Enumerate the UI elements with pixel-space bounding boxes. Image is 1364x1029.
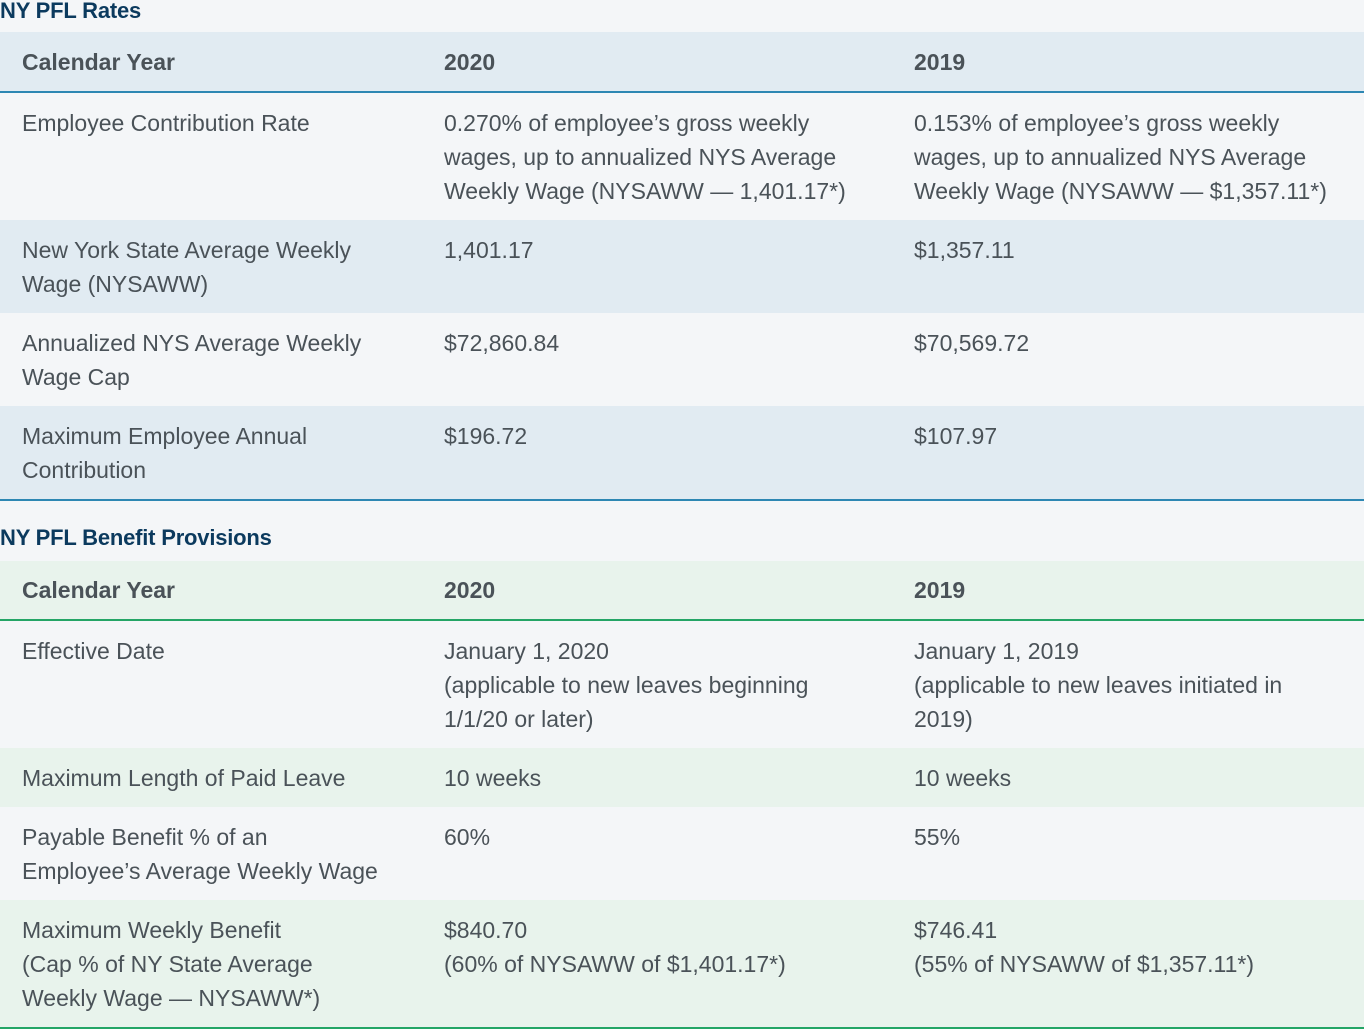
- value-2019: 10 weeks: [892, 748, 1364, 807]
- rates-row-annualized-wage-cap: Annualized NYS Average Weekly Wage Cap $…: [0, 313, 1364, 406]
- row-label: Annualized NYS Average Weekly Wage Cap: [0, 313, 422, 406]
- text-line: $746.41: [914, 917, 998, 943]
- row-label: New York State Average Weekly Wage (NYSA…: [0, 220, 422, 313]
- value-2019: $746.41 (55% of NYSAWW of $1,357.11*): [892, 900, 1364, 1029]
- text-line: 1,401.17: [444, 237, 534, 263]
- text-line: (60% of NYSAWW of $1,401.17*): [444, 951, 786, 977]
- text-line: Wage Cap: [22, 364, 130, 390]
- rates-row-nysaww: New York State Average Weekly Wage (NYSA…: [0, 220, 1364, 313]
- text-line: $72,860.84: [444, 330, 560, 356]
- text-line: wages, up to annualized NYS Average: [444, 144, 837, 170]
- text-line: wages, up to annualized NYS Average: [914, 144, 1307, 170]
- benefits-row-effective-date: Effective Date January 1, 2020 (applicab…: [0, 620, 1364, 748]
- text-line: $840.70: [444, 917, 528, 943]
- rates-row-employee-contribution-rate: Employee Contribution Rate 0.270% of emp…: [0, 92, 1364, 220]
- text-line: Weekly Wage — NYSAWW*): [22, 985, 321, 1011]
- value-2019: 0.153% of employee’s gross weekly wages,…: [892, 92, 1364, 220]
- text-line: 60%: [444, 824, 491, 850]
- text-line: Annualized NYS Average Weekly: [22, 330, 362, 356]
- rates-header-2019: 2019: [892, 32, 1364, 93]
- benefits-table: Calendar Year 2020 2019 Effective Date J…: [0, 561, 1364, 1029]
- text-line: (55% of NYSAWW of $1,357.11*): [914, 951, 1255, 977]
- text-line: Employee Contribution Rate: [22, 110, 310, 136]
- value-2020: 0.270% of employee’s gross weekly wages,…: [422, 92, 892, 220]
- row-label: Employee Contribution Rate: [0, 92, 422, 220]
- text-line: (applicable to new leaves initiated in: [914, 672, 1283, 698]
- text-line: $107.97: [914, 423, 998, 449]
- rates-section-title: NY PFL Rates: [0, 0, 142, 23]
- rates-header-2020: 2020: [422, 32, 892, 93]
- benefits-row-payable-benefit-pct: Payable Benefit % of an Employee’s Avera…: [0, 807, 1364, 900]
- value-2020: 10 weeks: [422, 748, 892, 807]
- text-line: January 1, 2020: [444, 638, 609, 664]
- text-line: 10 weeks: [914, 765, 1012, 791]
- value-2020: $72,860.84: [422, 313, 892, 406]
- text-line: 55%: [914, 824, 961, 850]
- text-line: Maximum Length of Paid Leave: [22, 765, 346, 791]
- row-label: Maximum Employee Annual Contribution: [0, 406, 422, 501]
- text-line: Contribution: [22, 457, 147, 483]
- benefits-header-2019: 2019: [892, 561, 1364, 621]
- text-line: $1,357.11: [914, 237, 1015, 263]
- value-2020: $196.72: [422, 406, 892, 501]
- text-line: 0.153% of employee’s gross weekly: [914, 110, 1280, 136]
- benefits-row-max-weekly-benefit: Maximum Weekly Benefit (Cap % of NY Stat…: [0, 900, 1364, 1029]
- text-line: Weekly Wage (NYSAWW — 1,401.17*): [444, 178, 846, 204]
- text-line: Payable Benefit % of an: [22, 824, 268, 850]
- text-line: Weekly Wage (NYSAWW — $1,357.11*): [914, 178, 1327, 204]
- text-line: $70,569.72: [914, 330, 1030, 356]
- value-2020: $840.70 (60% of NYSAWW of $1,401.17*): [422, 900, 892, 1029]
- value-2020: 1,401.17: [422, 220, 892, 313]
- rates-header-calendar-year: Calendar Year: [0, 32, 422, 93]
- value-2019: January 1, 2019 (applicable to new leave…: [892, 620, 1364, 748]
- value-2020: January 1, 2020 (applicable to new leave…: [422, 620, 892, 748]
- text-line: Maximum Employee Annual: [22, 423, 308, 449]
- row-label: Maximum Weekly Benefit (Cap % of NY Stat…: [0, 900, 422, 1029]
- value-2019: 55%: [892, 807, 1364, 900]
- benefits-header-calendar-year: Calendar Year: [0, 561, 422, 621]
- benefits-header-row: Calendar Year 2020 2019: [0, 561, 1364, 621]
- text-line: (applicable to new leaves beginning: [444, 672, 809, 698]
- rates-row-max-annual-contribution: Maximum Employee Annual Contribution $19…: [0, 406, 1364, 501]
- text-line: Employee’s Average Weekly Wage: [22, 858, 378, 884]
- value-2019: $1,357.11: [892, 220, 1364, 313]
- text-line: (Cap % of NY State Average: [22, 951, 313, 977]
- text-line: January 1, 2019: [914, 638, 1079, 664]
- text-line: Effective Date: [22, 638, 165, 664]
- text-line: 10 weeks: [444, 765, 542, 791]
- text-line: Maximum Weekly Benefit: [22, 917, 282, 943]
- text-line: 0.270% of employee’s gross weekly: [444, 110, 810, 136]
- value-2020: 60%: [422, 807, 892, 900]
- benefits-header-2020: 2020: [422, 561, 892, 621]
- row-label: Payable Benefit % of an Employee’s Avera…: [0, 807, 422, 900]
- rates-table: Calendar Year 2020 2019 Employee Contrib…: [0, 32, 1364, 501]
- text-line: New York State Average Weekly: [22, 237, 352, 263]
- value-2019: $70,569.72: [892, 313, 1364, 406]
- row-label: Maximum Length of Paid Leave: [0, 748, 422, 807]
- value-2019: $107.97: [892, 406, 1364, 501]
- text-line: 1/1/20 or later): [444, 706, 594, 732]
- text-line: Wage (NYSAWW): [22, 271, 209, 297]
- row-label: Effective Date: [0, 620, 422, 748]
- text-line: $196.72: [444, 423, 528, 449]
- text-line: 2019): [914, 706, 973, 732]
- rates-header-row: Calendar Year 2020 2019: [0, 32, 1364, 93]
- benefits-row-max-length-paid-leave: Maximum Length of Paid Leave 10 weeks 10…: [0, 748, 1364, 807]
- benefits-section-title: NY PFL Benefit Provisions: [0, 525, 272, 550]
